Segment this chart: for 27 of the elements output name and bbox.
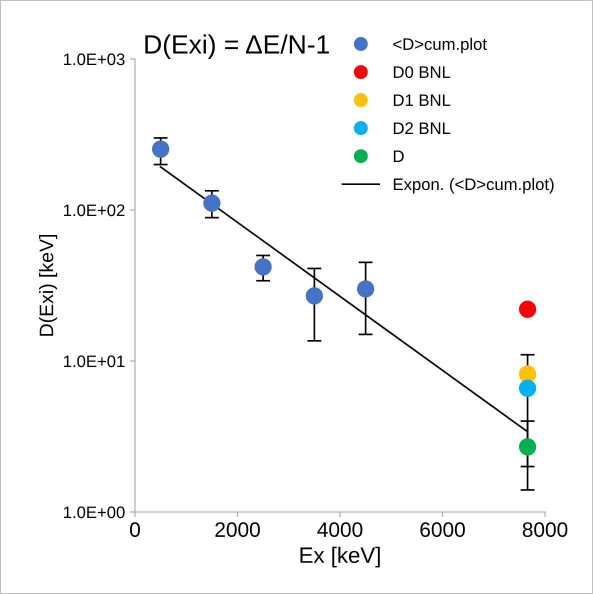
x-tick-label: 0	[130, 522, 140, 538]
legend-label: Expon. (<D>cum.plot)	[394, 178, 554, 194]
legend-label: <D>cum.plot	[393, 38, 487, 54]
x-tick-label: 2000	[215, 522, 260, 538]
point	[518, 380, 536, 397]
point	[357, 280, 374, 298]
point	[203, 194, 220, 212]
point	[152, 140, 170, 158]
legend-label: D1 BNL	[394, 94, 450, 106]
y-tick-label: 1.0E+02	[64, 204, 124, 216]
x-tick-label: 4000	[317, 522, 362, 538]
point	[518, 300, 536, 318]
y-tick-label: 1.0E+03	[64, 53, 125, 66]
point	[306, 287, 323, 304]
x-axis-title: Ex [keV]	[300, 546, 380, 568]
point	[254, 258, 272, 276]
y-axis-title: D(Exi) [keV]	[39, 235, 58, 336]
point	[518, 438, 536, 456]
point	[518, 365, 536, 383]
y-tick-label: 1.0E+01	[64, 355, 124, 368]
chart-title: D(Exi) = ΔE/N-1	[145, 34, 329, 59]
legend-label: D2 BNL	[394, 122, 450, 134]
x-tick-label: 6000	[420, 522, 465, 538]
legend-label: D	[394, 150, 404, 162]
legend-label: D0 BNL	[394, 66, 450, 78]
y-tick-label: 1.0E+00	[64, 506, 125, 518]
x-tick-label: 8000	[522, 522, 568, 538]
